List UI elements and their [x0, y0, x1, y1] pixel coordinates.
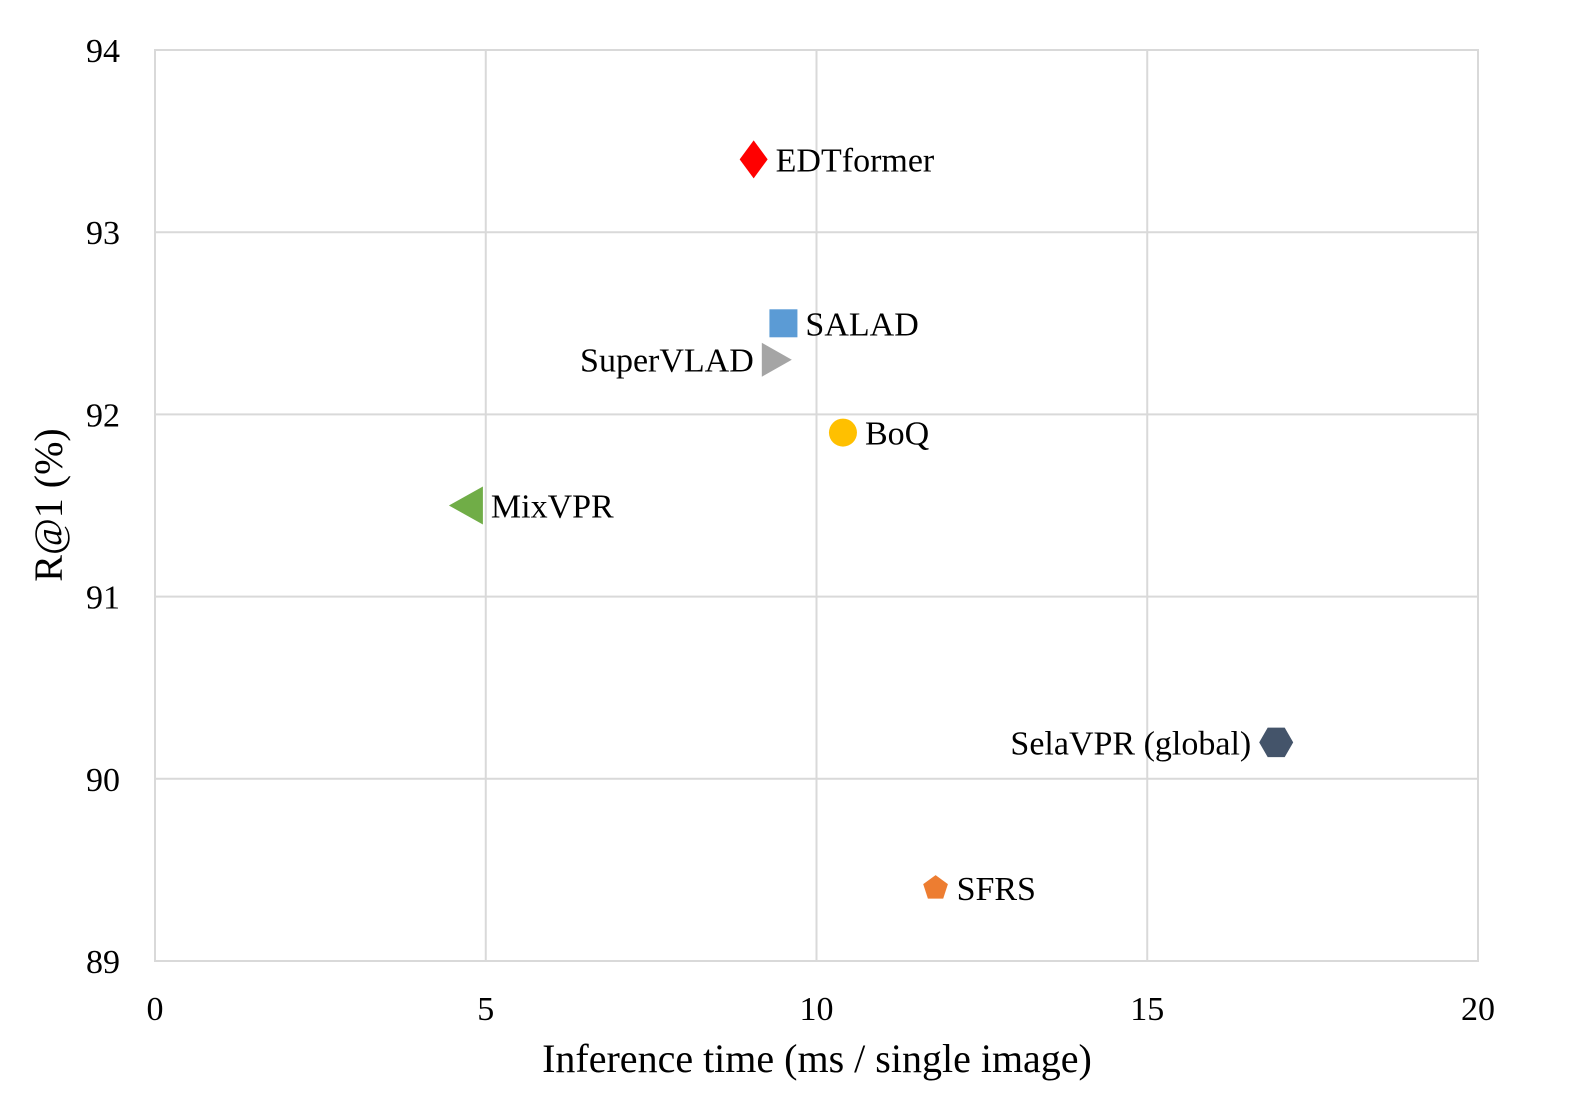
diamond-marker [739, 140, 768, 179]
y-ticks: 89 90 91 92 93 94 [86, 33, 120, 981]
y-tick-label: 91 [86, 580, 120, 617]
point-label: SFRS [957, 871, 1036, 908]
grid [154, 49, 1479, 962]
point-label: MixVPR [491, 489, 614, 526]
triangle-right-marker [761, 342, 792, 377]
y-tick-label: 89 [86, 944, 120, 981]
y-tick-label: 93 [86, 215, 120, 252]
square-marker [769, 309, 798, 338]
x-axis-title: Inference time (ms / single image) [542, 1036, 1092, 1081]
point-supervlad: SuperVLAD [580, 342, 792, 380]
point-label: EDTformer [776, 142, 935, 179]
x-tick-label: 5 [477, 991, 494, 1028]
circle-marker [828, 418, 857, 447]
y-tick-label: 94 [86, 33, 120, 70]
point-selavpr-global: SelaVPR (global) [1010, 725, 1294, 762]
hexagon-marker [1259, 727, 1294, 758]
triangle-left-marker [448, 486, 483, 525]
x-tick-label: 20 [1461, 991, 1495, 1028]
plot-area-border [154, 49, 1479, 962]
point-label: SelaVPR (global) [1010, 725, 1251, 762]
x-ticks: 0 5 10 15 20 [147, 991, 1496, 1028]
y-tick-label: 92 [86, 397, 120, 434]
y-tick-label: 90 [86, 762, 120, 799]
x-tick-label: 0 [147, 991, 164, 1028]
x-tick-label: 15 [1130, 991, 1164, 1028]
point-label: SALAD [805, 306, 918, 343]
data-points: EDTformer SALAD SuperVLAD BoQ MixVPR SelaVPR … [448, 140, 1294, 908]
point-mixvpr: MixVPR [448, 486, 614, 526]
x-tick-label: 10 [800, 991, 834, 1028]
y-axis-title: R@1 (%) [26, 428, 71, 581]
point-boq: BoQ [828, 416, 929, 453]
point-edtformer: EDTformer [739, 140, 935, 179]
point-salad: SALAD [769, 306, 919, 343]
point-label: SuperVLAD [580, 343, 754, 380]
point-sfrs: SFRS [923, 871, 1036, 908]
pentagon-marker [923, 875, 948, 899]
point-label: BoQ [865, 416, 929, 453]
